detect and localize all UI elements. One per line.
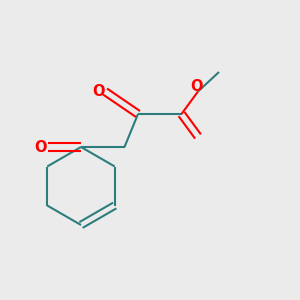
Text: O: O	[190, 79, 203, 94]
Text: O: O	[34, 140, 47, 154]
Text: O: O	[92, 84, 105, 99]
